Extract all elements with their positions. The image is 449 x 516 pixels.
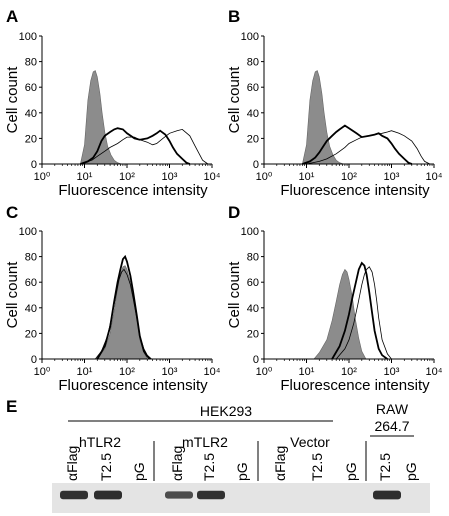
y-tick-label: 80 bbox=[247, 252, 259, 264]
lane-label: T2.5 bbox=[377, 453, 393, 481]
histogram-panel-b: 0 20 40 60 80 100 10⁰ 10¹ 10² 10³ 10⁴Fluorescence … bbox=[226, 31, 443, 199]
lane-label: αFlag bbox=[169, 446, 185, 481]
x-axis-label: Fluorescence intensity bbox=[58, 377, 208, 394]
y-tick-label: 80 bbox=[25, 57, 37, 69]
histogram-filled-series bbox=[302, 70, 344, 165]
x-tick-label: 10¹ bbox=[77, 171, 93, 183]
blot-band bbox=[165, 491, 193, 499]
blot-band bbox=[60, 490, 88, 500]
y-tick-label: 40 bbox=[247, 108, 259, 120]
x-tick-label: 10¹ bbox=[77, 366, 93, 378]
y-tick-label: 60 bbox=[247, 82, 259, 94]
x-tick-label: 10⁴ bbox=[204, 366, 221, 378]
y-tick-label: 40 bbox=[247, 303, 259, 315]
histogram-panel-a: 0 20 40 60 80 100 10⁰ 10¹ 10² 10³ 10⁴Fluorescence … bbox=[4, 31, 221, 199]
x-tick-label: 10² bbox=[119, 366, 135, 378]
histogram-line-series bbox=[80, 128, 209, 165]
y-tick-label: 60 bbox=[247, 277, 259, 289]
y-tick-label: 100 bbox=[19, 226, 37, 238]
y-axis-label: Cell count bbox=[226, 66, 243, 134]
raw-label-line2: 264.7 bbox=[374, 418, 409, 434]
y-tick-label: 20 bbox=[247, 133, 259, 145]
panel-letter-d: D bbox=[228, 203, 240, 222]
group-label-mtlr2: mTLR2 bbox=[182, 434, 228, 450]
histogram-line-series bbox=[302, 124, 413, 165]
y-tick-label: 80 bbox=[247, 57, 259, 69]
blot-band bbox=[197, 490, 225, 500]
panel-letter-c: C bbox=[6, 203, 18, 222]
lane-label: pG bbox=[403, 462, 419, 481]
y-tick-label: 60 bbox=[25, 82, 37, 94]
lane-label: pG bbox=[131, 462, 147, 481]
y-tick-label: 60 bbox=[25, 277, 37, 289]
y-axis-label: Cell count bbox=[226, 261, 243, 329]
x-tick-label: 10³ bbox=[162, 171, 178, 183]
x-tick-label: 10³ bbox=[384, 171, 400, 183]
histogram-line-series bbox=[331, 261, 388, 360]
y-tick-label: 0 bbox=[31, 354, 37, 366]
histogram-panel-c: 0 20 40 60 80 100 10⁰ 10¹ 10² 10³ 10⁴Fluorescence … bbox=[4, 226, 221, 394]
raw-label-line1: RAW bbox=[376, 401, 409, 417]
y-tick-label: 20 bbox=[25, 328, 37, 340]
y-tick-label: 0 bbox=[31, 159, 37, 171]
y-tick-label: 0 bbox=[253, 354, 259, 366]
lane-label: T2.5 bbox=[201, 453, 217, 481]
histogram-filled-series bbox=[313, 268, 367, 360]
y-tick-label: 40 bbox=[25, 108, 37, 120]
lane-label: αFlag bbox=[272, 446, 288, 481]
y-tick-label: 100 bbox=[19, 31, 37, 43]
x-tick-label: 10³ bbox=[162, 366, 178, 378]
histogram-line-series bbox=[80, 127, 191, 165]
x-tick-label: 10² bbox=[119, 171, 135, 183]
y-axis-label: Cell count bbox=[4, 261, 21, 329]
x-tick-label: 10⁴ bbox=[426, 366, 443, 378]
x-tick-label: 10² bbox=[341, 171, 357, 183]
x-tick-label: 10⁰ bbox=[256, 171, 273, 183]
group-label-vector: Vector bbox=[290, 434, 330, 450]
y-tick-label: 40 bbox=[25, 303, 37, 315]
blot-bands bbox=[60, 490, 401, 500]
group-label-htlr2: hTLR2 bbox=[79, 434, 121, 450]
y-tick-label: 0 bbox=[253, 159, 259, 171]
panel-letter-a: A bbox=[6, 7, 18, 26]
histogram-filled-series bbox=[80, 70, 122, 165]
x-tick-label: 10³ bbox=[384, 366, 400, 378]
y-tick-label: 100 bbox=[241, 226, 259, 238]
y-axis-label: Cell count bbox=[4, 66, 21, 134]
histogram-panel-d: 0 20 40 60 80 100 10⁰ 10¹ 10² 10³ 10⁴Fluorescence … bbox=[226, 226, 443, 394]
x-tick-label: 10⁰ bbox=[34, 171, 51, 183]
histogram-line-series bbox=[335, 266, 392, 360]
blot-band bbox=[373, 490, 401, 500]
hek293-label: HEK293 bbox=[200, 403, 252, 419]
x-axis-label: Fluorescence intensity bbox=[58, 182, 208, 199]
histogram-line-series bbox=[94, 268, 152, 360]
lane-label: T2.5 bbox=[98, 453, 114, 481]
lane-label: pG bbox=[343, 462, 359, 481]
x-tick-label: 10⁴ bbox=[426, 171, 443, 183]
y-tick-label: 80 bbox=[25, 252, 37, 264]
panel-letter-b: B bbox=[228, 7, 240, 26]
lane-label: pG bbox=[234, 462, 250, 481]
x-tick-label: 10⁰ bbox=[256, 366, 273, 378]
y-tick-label: 100 bbox=[241, 31, 259, 43]
x-tick-label: 10⁰ bbox=[34, 366, 51, 378]
x-tick-label: 10⁴ bbox=[204, 171, 221, 183]
x-tick-label: 10¹ bbox=[299, 171, 315, 183]
western-blot-panel: HEK293 RAW 264.7 hTLR2 mTLR2 Vector αFla… bbox=[52, 401, 430, 513]
y-tick-label: 20 bbox=[25, 133, 37, 145]
histogram-line-series bbox=[306, 130, 431, 165]
x-tick-label: 10² bbox=[341, 366, 357, 378]
lane-label: T2.5 bbox=[309, 453, 325, 481]
y-tick-label: 20 bbox=[247, 328, 259, 340]
blot-band bbox=[94, 490, 122, 500]
lane-label: αFlag bbox=[64, 446, 80, 481]
x-axis-label: Fluorescence intensity bbox=[280, 182, 430, 199]
x-axis-label: Fluorescence intensity bbox=[280, 377, 430, 394]
panel-letter-e: E bbox=[6, 397, 17, 416]
x-tick-label: 10¹ bbox=[299, 366, 315, 378]
